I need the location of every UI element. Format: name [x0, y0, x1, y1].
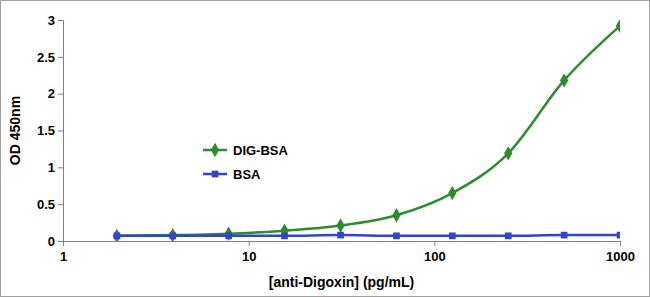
x-tick: 1: [60, 241, 67, 264]
series-line: [117, 26, 620, 236]
x-tick: 10: [242, 241, 256, 264]
legend-marker: [212, 171, 219, 178]
y-tick-mark: [58, 20, 63, 21]
x-axis-title: [anti-Digoxin] (pg/mL): [269, 274, 414, 290]
y-tick: 1: [48, 160, 63, 175]
y-tick-label: 0.5: [37, 197, 55, 212]
y-tick-mark: [58, 204, 63, 205]
x-tick-label: 10: [242, 249, 256, 264]
y-tick: 1.5: [37, 123, 63, 138]
x-tick: 1000: [606, 241, 635, 264]
y-tick: 3: [48, 13, 63, 28]
data-point: [449, 232, 456, 239]
y-tick: 0.5: [37, 197, 63, 212]
legend-label: BSA: [233, 167, 261, 182]
legend-item: DIG-BSA: [203, 143, 289, 158]
y-tick-mark: [58, 57, 63, 58]
y-tick-mark: [58, 241, 63, 242]
data-point: [225, 232, 232, 239]
data-point: [392, 208, 400, 222]
y-tick-label: 1: [48, 160, 55, 175]
legend: DIG-BSA BSA: [203, 143, 289, 182]
y-tick-label: 3: [48, 13, 55, 28]
data-point: [505, 232, 512, 239]
y-axis: 0 0.5 1 1.5 2 2.5 3: [37, 13, 64, 249]
y-tick-mark: [58, 167, 63, 168]
y-tick-label: 0: [48, 234, 55, 249]
data-point: [336, 218, 344, 232]
y-axis-line: [58, 21, 64, 242]
plot: 1 10 100 1000 0 0.5 1 1.5 2 2.5 3: [37, 13, 635, 264]
data-point: [113, 229, 121, 241]
series-line: [117, 234, 620, 237]
legend-item: BSA: [203, 167, 261, 182]
data-point: [560, 73, 568, 87]
x-axis: 1 10 100 1000: [60, 241, 635, 264]
legend-label: DIG-BSA: [233, 143, 289, 158]
data-point: [561, 232, 568, 239]
chart-border: [1, 1, 650, 297]
data-point: [504, 146, 512, 160]
data-point: [617, 232, 620, 239]
y-tick-label: 1.5: [37, 123, 55, 138]
y-tick-mark: [58, 94, 63, 95]
y-tick-mark: [58, 131, 63, 132]
legend-marker: [211, 143, 219, 157]
series-group: [113, 20, 620, 241]
x-tick-label: 1: [60, 249, 67, 264]
data-point: [393, 232, 400, 239]
data-point: [616, 20, 620, 33]
x-tick-mark: [620, 241, 621, 246]
x-tick-label: 1000: [606, 249, 635, 264]
y-tick-label: 2: [48, 86, 55, 101]
x-tick-label: 100: [424, 249, 446, 264]
x-tick-mark: [434, 241, 435, 246]
data-point: [224, 226, 232, 240]
y-tick-label: 2.5: [37, 49, 55, 64]
y-tick: 2: [48, 86, 63, 101]
data-point: [281, 232, 288, 239]
data-point: [337, 232, 344, 239]
data-point: [169, 232, 176, 239]
data-point: [113, 232, 120, 239]
data-point: [448, 186, 456, 200]
data-point: [169, 228, 177, 241]
x-tick-mark: [249, 241, 250, 246]
x-tick: 100: [424, 241, 446, 264]
y-axis-title: OD 450nm: [7, 96, 23, 165]
y-tick: 2.5: [37, 49, 63, 64]
y-tick: 0: [48, 234, 63, 249]
x-axis-line: [64, 242, 621, 247]
